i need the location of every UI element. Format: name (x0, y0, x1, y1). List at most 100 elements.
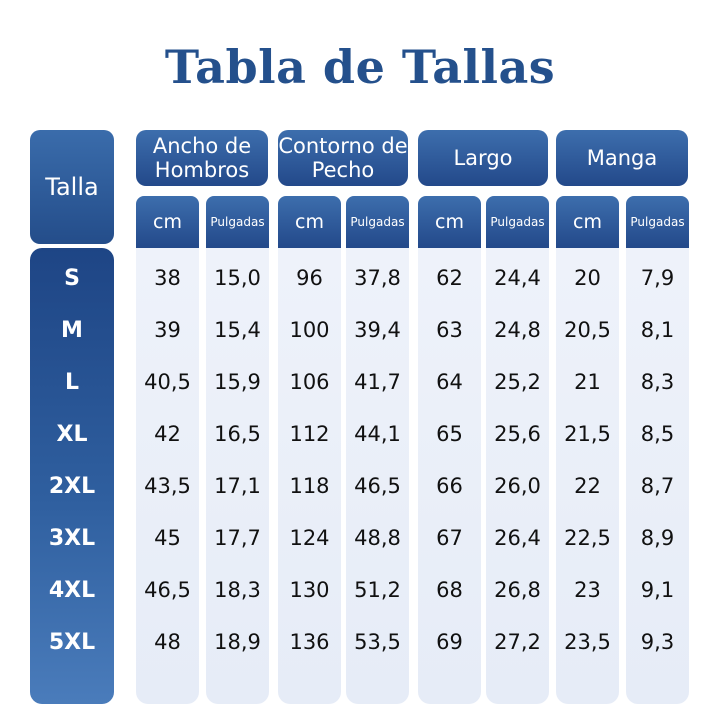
table-cell: 27,2 (494, 630, 541, 654)
table-cell: 68 (436, 578, 463, 602)
column-chest-in: Pulgadas 37,8 39,4 41,7 44,1 46,5 48,8 51,2 53,5 (346, 196, 409, 704)
table-cell: 17,7 (214, 526, 261, 550)
table-cell: 24,4 (494, 266, 541, 290)
size-column-header: Talla (30, 130, 114, 244)
table-cell: 26,8 (494, 578, 541, 602)
table-cell: 66 (436, 474, 463, 498)
column-body (626, 248, 689, 704)
unit-header-cm: cm (136, 196, 199, 248)
table-cell: 106 (289, 370, 330, 394)
column-body (206, 248, 269, 704)
table-cell: 21,5 (564, 422, 611, 446)
table-cell: 118 (289, 474, 330, 498)
size-column-body (30, 248, 114, 704)
table-cell: 136 (289, 630, 330, 654)
size-label: M (61, 318, 83, 343)
table-cell: 15,4 (214, 318, 261, 342)
table-cell: 100 (289, 318, 330, 342)
table-cell: 18,9 (214, 630, 261, 654)
table-cell: 41,7 (354, 370, 401, 394)
table-cell: 44,1 (354, 422, 401, 446)
table-cell: 37,8 (354, 266, 401, 290)
table-cell: 24,8 (494, 318, 541, 342)
table-cell: 42 (154, 422, 181, 446)
table-cell: 69 (436, 630, 463, 654)
table-cell: 130 (289, 578, 330, 602)
group-sleeve: Manga (556, 130, 688, 186)
group-chest: Contorno de Pecho (278, 130, 408, 186)
table-cell: 63 (436, 318, 463, 342)
table-cell: 39 (154, 318, 181, 342)
table-cell: 17,1 (214, 474, 261, 498)
table-cell: 23,5 (564, 630, 611, 654)
unit-header-in: Pulgadas (486, 196, 549, 248)
table-cell: 62 (436, 266, 463, 290)
group-shoulder-width: Ancho de Hombros (136, 130, 268, 186)
size-label: 5XL (48, 630, 96, 655)
table-cell: 26,0 (494, 474, 541, 498)
table-cell: 8,1 (640, 318, 675, 342)
size-label: L (64, 370, 80, 395)
table-cell: 67 (436, 526, 463, 550)
column-length-in: Pulgadas 24,4 24,8 25,2 25,6 26,0 26,4 26,8 27,2 (486, 196, 549, 704)
table-cell: 8,3 (640, 370, 675, 394)
column-length-cm: cm 62 63 64 65 66 67 68 69 (418, 196, 481, 704)
unit-header-in: Pulgadas (206, 196, 269, 248)
table-cell: 39,4 (354, 318, 401, 342)
table-cell: 51,2 (354, 578, 401, 602)
table-cell: 26,4 (494, 526, 541, 550)
size-label: 2XL (48, 474, 96, 499)
table-cell: 124 (289, 526, 330, 550)
column-chest-cm: cm 96 100 106 112 118 124 130 136 (278, 196, 341, 704)
table-cell: 96 (296, 266, 323, 290)
table-cell: 48 (154, 630, 181, 654)
column-body (556, 248, 619, 704)
table-cell: 25,6 (494, 422, 541, 446)
column-shoulder-width-in: Pulgadas 15,0 15,4 15,9 16,5 17,1 17,7 18,3 18,9 (206, 196, 269, 704)
group-header-length: Largo (418, 130, 548, 186)
unit-header-in: Pulgadas (346, 196, 409, 248)
table-cell: 22 (574, 474, 601, 498)
table-cell: 40,5 (144, 370, 191, 394)
table-cell: 53,5 (354, 630, 401, 654)
table-cell: 15,0 (214, 266, 261, 290)
unit-header-cm: cm (418, 196, 481, 248)
group-header-shoulder-width: Ancho de Hombros (136, 130, 268, 186)
column-body (346, 248, 409, 704)
unit-header-cm: cm (556, 196, 619, 248)
column-body (278, 248, 341, 704)
table-cell: 9,1 (640, 578, 675, 602)
size-label: 3XL (48, 526, 96, 551)
table-cell: 18,3 (214, 578, 261, 602)
table-cell: 16,5 (214, 422, 261, 446)
page-title: Tabla de Tallas (164, 40, 556, 94)
table-cell: 48,8 (354, 526, 401, 550)
table-cell: 20 (574, 266, 601, 290)
group-header-chest: Contorno de Pecho (278, 130, 408, 186)
table-cell: 20,5 (564, 318, 611, 342)
table-cell: 38 (154, 266, 181, 290)
table-cell: 45 (154, 526, 181, 550)
table-cell: 46,5 (354, 474, 401, 498)
table-cell: 9,3 (640, 630, 675, 654)
table-cell: 25,2 (494, 370, 541, 394)
unit-header-cm: cm (278, 196, 341, 248)
table-cell: 65 (436, 422, 463, 446)
table-cell: 22,5 (564, 526, 611, 550)
table-cell: 21 (574, 370, 601, 394)
table-cell: 7,9 (640, 266, 675, 290)
unit-header-in: Pulgadas (626, 196, 689, 248)
group-header-sleeve: Manga (556, 130, 688, 186)
size-label: XL (56, 422, 88, 447)
column-sleeve-in: Pulgadas 7,9 8,1 8,3 8,5 8,7 8,9 9,1 9,3 (626, 196, 689, 704)
table-cell: 43,5 (144, 474, 191, 498)
table-cell: 112 (289, 422, 330, 446)
table-cell: 8,9 (640, 526, 675, 550)
table-cell: 8,5 (640, 422, 675, 446)
size-column: Talla S M L XL 2XL 3XL 4XL 5XL (30, 130, 114, 704)
table-cell: 46,5 (144, 578, 191, 602)
size-label: S (64, 266, 80, 291)
table-cell: 15,9 (214, 370, 261, 394)
table-cell: 8,7 (640, 474, 675, 498)
column-shoulder-width-cm: cm 38 39 40,5 42 43,5 45 46,5 48 (136, 196, 199, 704)
